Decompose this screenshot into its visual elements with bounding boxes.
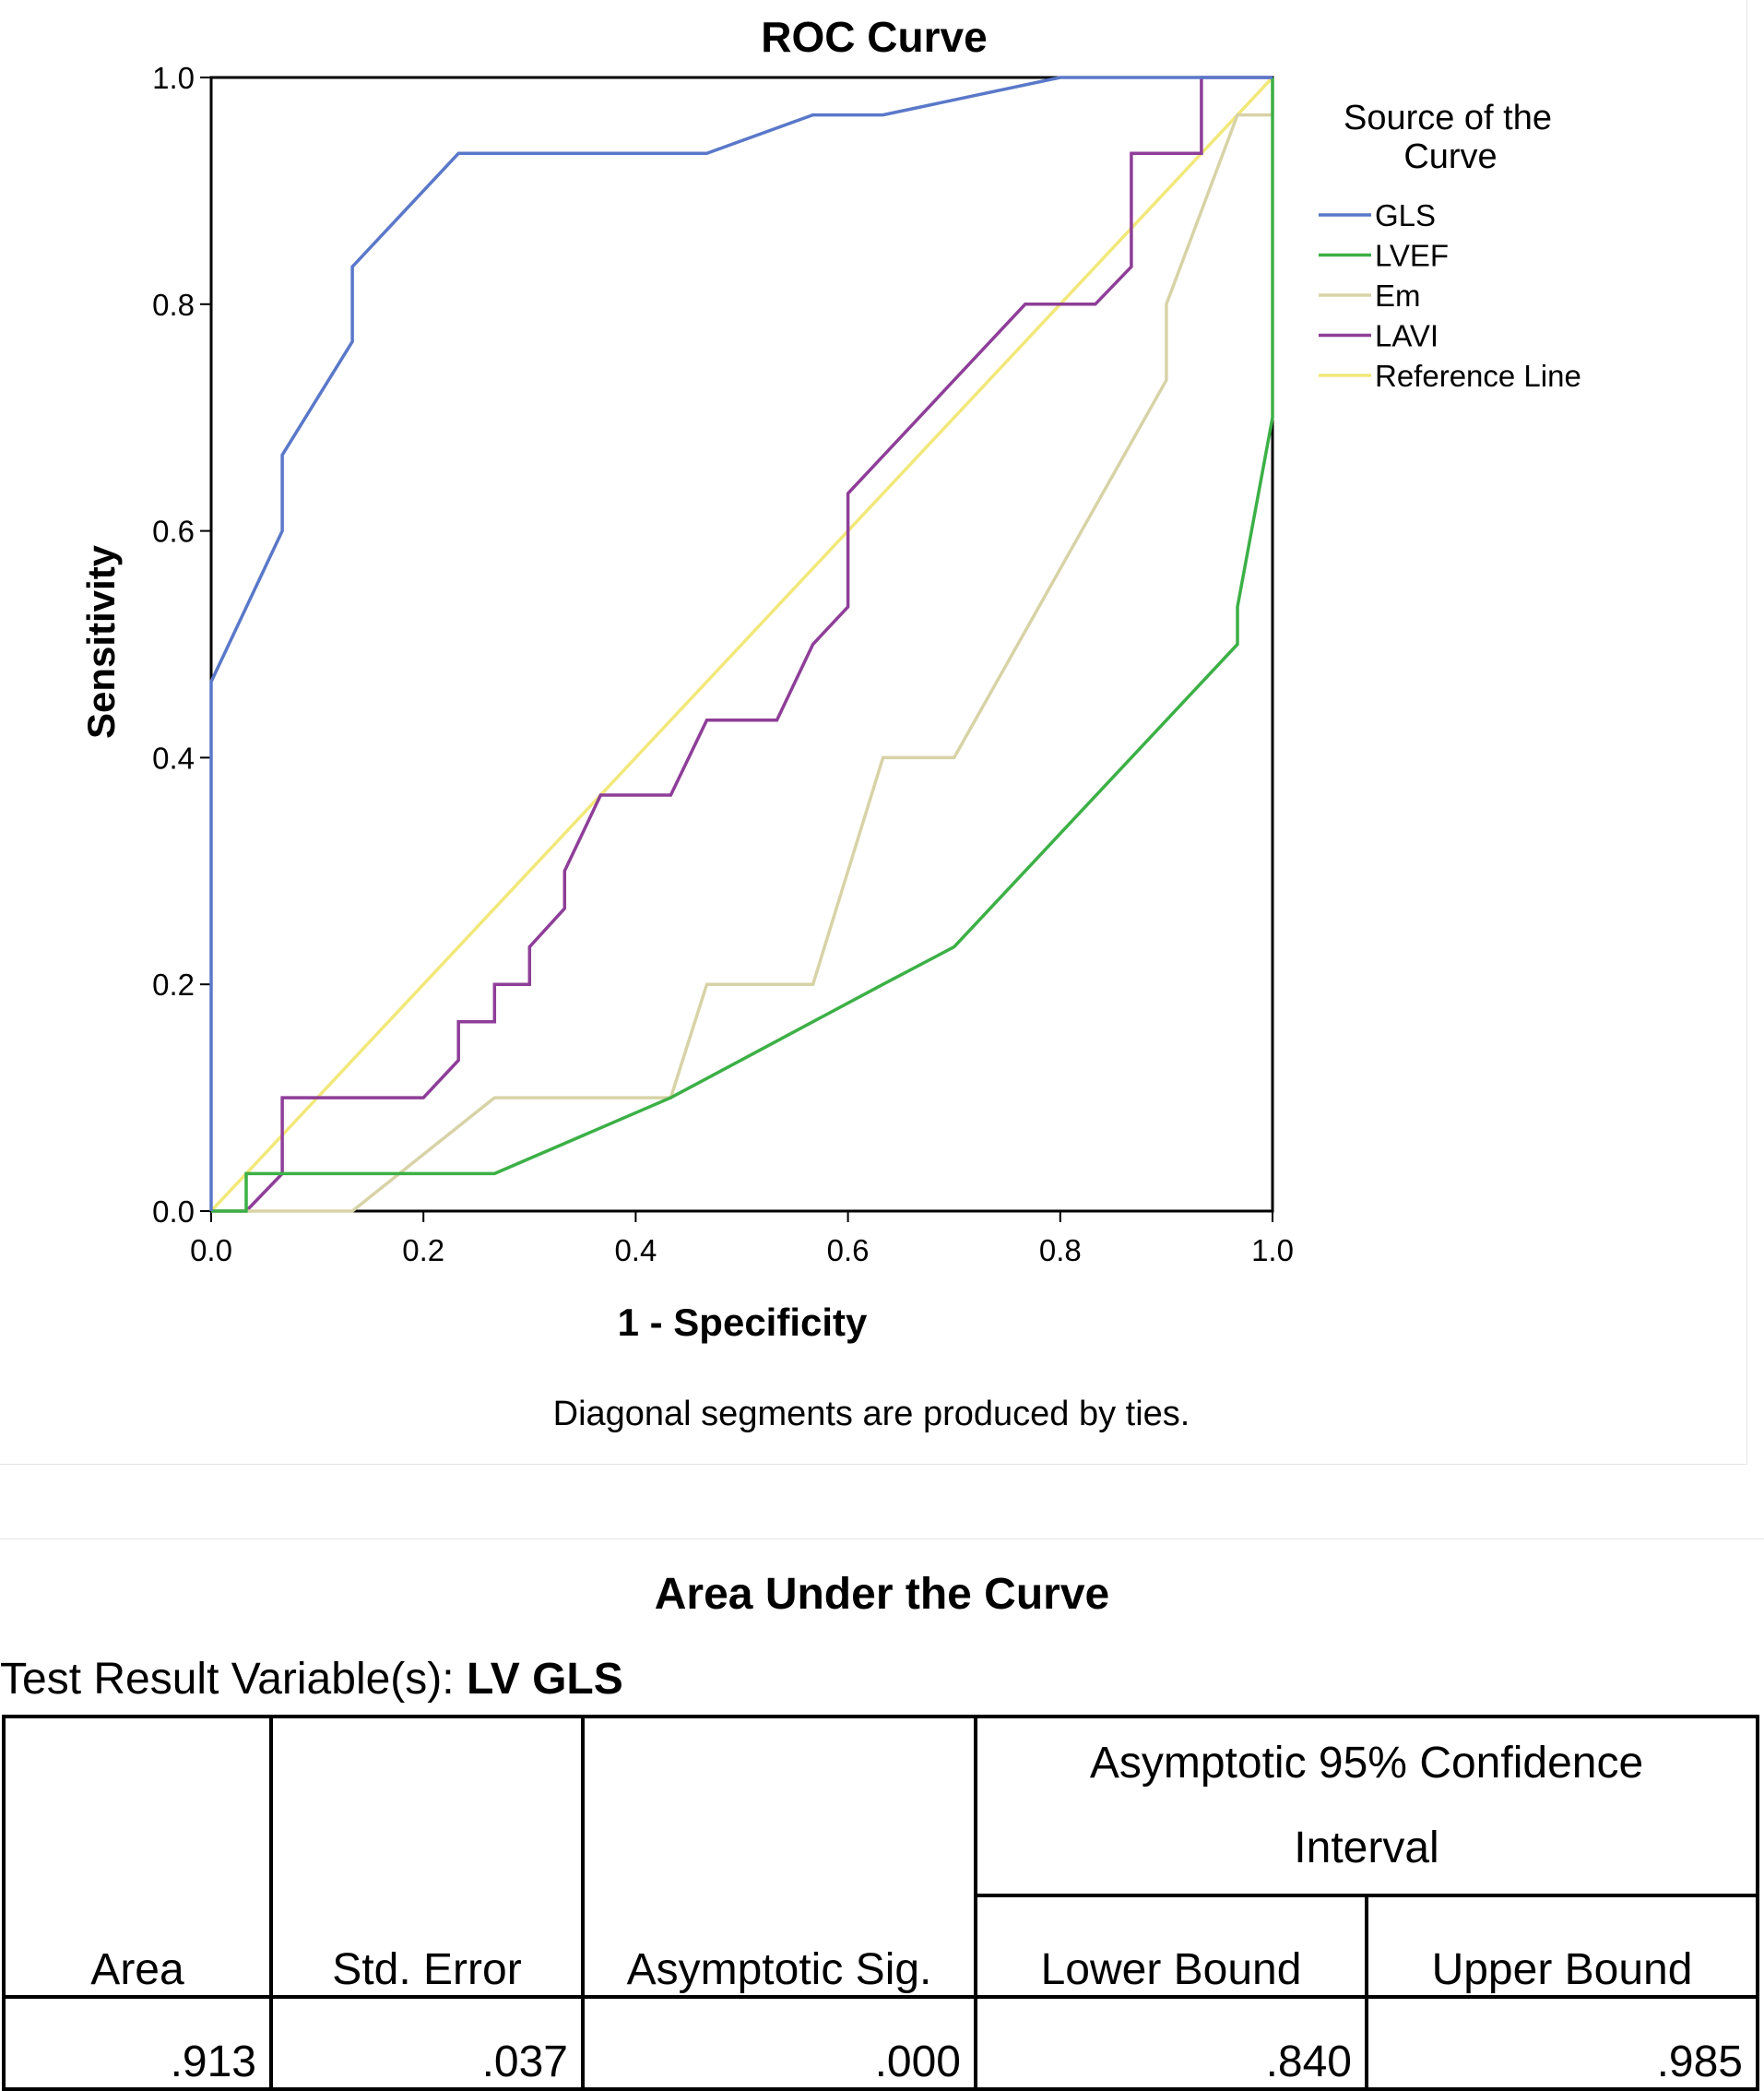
- variable-value: LV GLS: [466, 1655, 623, 1704]
- header-std-error: Std. Error: [269, 1715, 585, 1999]
- cell-area: .913: [2, 1995, 273, 2091]
- legend-label-gls: GLS: [1375, 198, 1436, 232]
- legend-label-reference-line: Reference Line: [1375, 359, 1581, 393]
- y-tick-label: 0.0: [152, 1194, 195, 1229]
- header-asymptotic-sig: Asymptotic Sig.: [581, 1715, 977, 1999]
- y-tick-label: 0.6: [152, 515, 195, 549]
- roc-chart-panel: ROC Curve 0.0 0.2 0.4 0.6 0.8 1.0 0.0 0.2 0.4 0.6…: [0, 0, 1747, 1465]
- x-tick-label: 1.0: [1251, 1233, 1294, 1267]
- ci-header-line2: Interval: [1294, 1824, 1439, 1872]
- x-tick-label: 0.0: [190, 1233, 232, 1267]
- cell-std-error: .037: [269, 1995, 585, 2091]
- header-row-2: Lower Bound Upper Bound: [4, 1894, 1759, 1999]
- x-tick-label: 0.2: [402, 1233, 444, 1267]
- cell-upper-bound: .985: [1365, 1995, 1759, 2091]
- auc-title: Area Under the Curve: [654, 1570, 1110, 1619]
- chart-footnote: Diagonal segments are produced by ties.: [553, 1395, 1190, 1433]
- auc-table: Area Std. Error Asymptotic Sig. Asymptot…: [2, 1715, 1759, 2091]
- x-axis-label: 1 - Specificity: [618, 1301, 868, 1344]
- series-line-lvef: [211, 77, 1274, 1213]
- plot-area: 0.0 0.2 0.4 0.6 0.8 1.0 0.0 0.2 0.4 0.6 0.8 1.0: [152, 61, 1294, 1267]
- y-tick-label: 0.8: [152, 288, 195, 322]
- header-upper-bound: Upper Bound: [1365, 1894, 1759, 1999]
- header-confidence-interval: Asymptotic 95% Confidence Interval: [974, 1715, 1759, 1897]
- series-line-reference-line: [209, 76, 1274, 1213]
- x-tick-label: 0.4: [614, 1233, 657, 1267]
- series-line-em: [211, 77, 1274, 1213]
- y-tick-label: 1.0: [152, 61, 195, 95]
- x-tick-label: 0.6: [827, 1233, 870, 1267]
- legend-title-line2: Curve: [1403, 137, 1497, 176]
- table-row: .913 .037 .000 .840 .985: [2, 1995, 1759, 2091]
- cell-lower-bound: .840: [974, 1995, 1368, 2091]
- legend-label-em: Em: [1375, 279, 1421, 313]
- series-line-gls: [209, 76, 1273, 1211]
- plot-frame: [209, 76, 1274, 1213]
- y-axis-label: Sensitivity: [79, 544, 123, 739]
- header-row-1: Area Std. Error Asymptotic Sig. Asymptot…: [2, 1715, 1759, 1999]
- variable-label: Test Result Variable(s):: [0, 1655, 455, 1704]
- series-line-lavi: [211, 76, 1273, 1213]
- test-result-variable: Test Result Variable(s): LV GLS: [0, 1654, 623, 1705]
- legend: Source of the Curve GLS LVEF Em LAVI Referen…: [1319, 99, 1581, 393]
- ci-header-line1: Asymptotic 95% Confidence: [1089, 1739, 1644, 1788]
- y-tick-label: 0.2: [152, 968, 195, 1002]
- y-tick-label: 0.4: [152, 741, 195, 775]
- auc-panel: Area Under the Curve Test Result Variabl…: [0, 1539, 1764, 2091]
- header-area: Area: [2, 1715, 273, 1999]
- roc-chart: ROC Curve 0.0 0.2 0.4 0.6 0.8 1.0 0.0 0.2 0.4 0.6…: [79, 13, 1581, 1433]
- x-tick-label: 0.8: [1039, 1233, 1082, 1267]
- legend-label-lvef: LVEF: [1375, 239, 1449, 273]
- chart-title: ROC Curve: [761, 13, 987, 61]
- legend-title-line1: Source of the: [1344, 99, 1552, 137]
- legend-label-lavi: LAVI: [1375, 319, 1438, 353]
- cell-sig: .000: [581, 1995, 977, 2091]
- header-lower-bound: Lower Bound: [974, 1894, 1368, 1999]
